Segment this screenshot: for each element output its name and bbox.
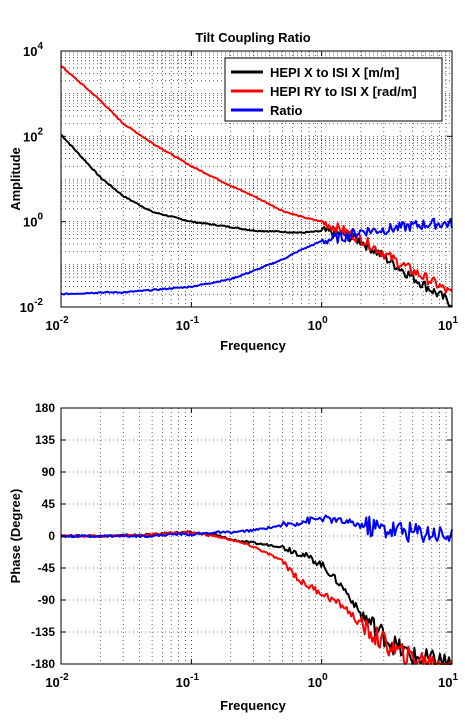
- phase-ticks: [60, 407, 453, 665]
- phase-ytick-label: 135: [35, 433, 55, 447]
- phase-ytick-label: 180: [35, 401, 55, 415]
- amplitude-xlabel: Frequency: [220, 338, 287, 353]
- amplitude-series: [60, 64, 453, 308]
- amplitude-xtick-label: 10-1: [176, 315, 200, 333]
- legend: HEPI X to ISI X [m/m] HEPI RY to ISI X […: [224, 57, 443, 122]
- phase-plot: 10-2 10-1 100 101 180 135 90 45 0 -45 -90 -135 -180…: [8, 401, 458, 713]
- amplitude-ytick-label: 100: [23, 212, 43, 230]
- phase-series-line-2: [60, 514, 453, 543]
- amplitude-plot: Tilt Coupling Ratio 10-2 10-1 100 101 10-21…: [8, 30, 458, 353]
- phase-ytick-label: 45: [42, 497, 56, 511]
- amplitude-ytick-label: 104: [23, 41, 43, 59]
- amplitude-series-line-0: [60, 133, 453, 308]
- legend-label-ratio: Ratio: [270, 103, 303, 118]
- amplitude-title: Tilt Coupling Ratio: [195, 30, 310, 45]
- phase-xtick-label: 10-1: [176, 672, 200, 690]
- phase-xtick-label: 10-2: [45, 672, 69, 690]
- phase-series: [60, 514, 453, 665]
- phase-xtick-label: 100: [308, 672, 328, 690]
- amplitude-ytick-label: 102: [23, 126, 43, 144]
- phase-xlabel: Frequency: [220, 698, 287, 713]
- amplitude-series-line-1: [60, 64, 453, 294]
- amplitude-xtick-label: 10-2: [45, 315, 69, 333]
- phase-ytick-label: -90: [38, 593, 56, 607]
- phase-ytick-labels: 180 135 90 45 0 -45 -90 -135 -180: [31, 401, 55, 671]
- phase-ytick-label: -135: [31, 625, 55, 639]
- phase-ytick-label: -180: [31, 657, 55, 671]
- amplitude-series-line-2: [60, 217, 453, 296]
- phase-xtick-label: 101: [438, 672, 458, 690]
- phase-ytick-label: 90: [42, 465, 56, 479]
- phase-ytick-label: 0: [48, 529, 55, 543]
- amplitude-xtick-label: 100: [308, 315, 328, 333]
- amplitude-axes-frame: [60, 50, 453, 308]
- amplitude-ticks: [60, 50, 453, 308]
- amplitude-ylabel: Amplitude: [8, 147, 23, 211]
- legend-label-hepi-x: HEPI X to ISI X [m/m]: [270, 65, 399, 80]
- amplitude-xtick-labels: 10-2 10-1 100 101: [45, 315, 458, 333]
- amplitude-xtick-label: 101: [438, 315, 458, 333]
- amplitude-grid: [61, 51, 452, 307]
- amplitude-ytick-label: 10-2: [20, 297, 44, 315]
- legend-label-hepi-ry: HEPI RY to ISI X [rad/m]: [270, 84, 417, 99]
- phase-xtick-labels: 10-2 10-1 100 101: [45, 672, 458, 690]
- phase-ytick-label: -45: [38, 561, 56, 575]
- phase-ylabel: Phase (Degree): [8, 489, 23, 584]
- amplitude-ytick-labels: 10-2 100 102 104: [20, 41, 44, 315]
